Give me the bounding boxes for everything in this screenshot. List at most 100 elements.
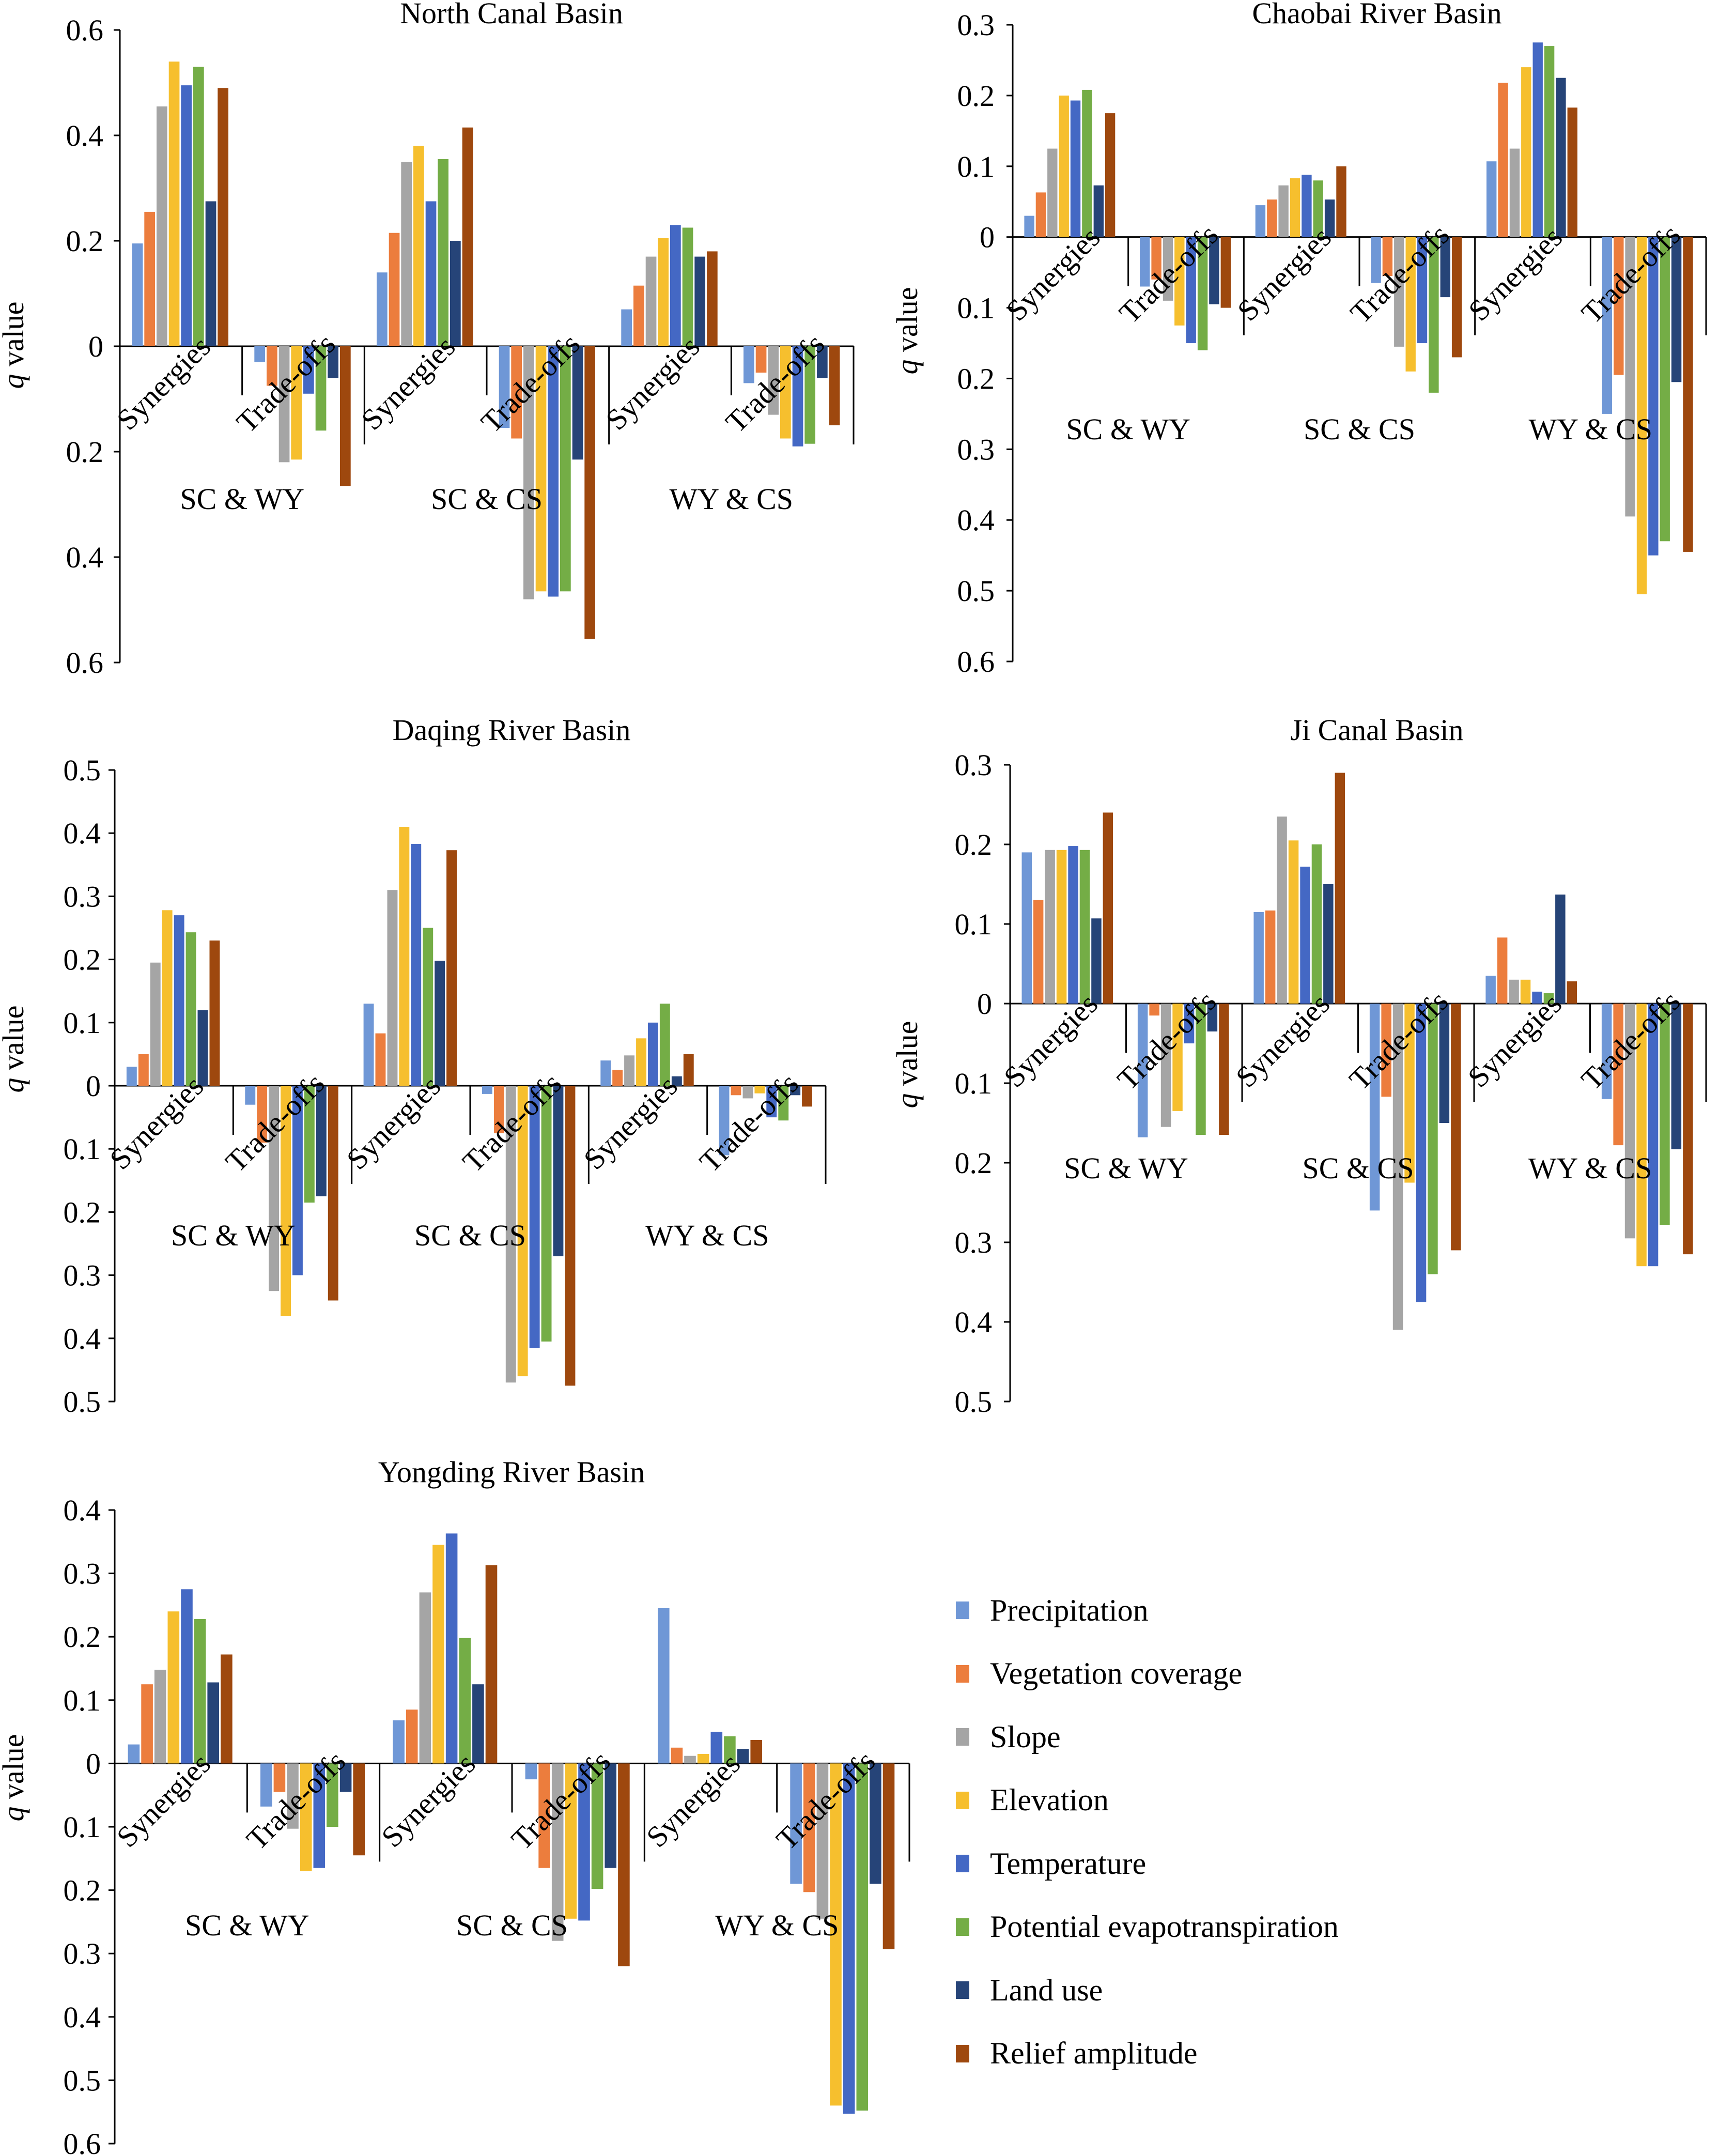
bar <box>565 1763 577 1919</box>
bar <box>1660 1004 1670 1225</box>
group-label: SC & CS <box>431 482 543 516</box>
y-tick-label: 0.4 <box>66 541 104 574</box>
legend: Precipitation Vegetation coverage Slope … <box>956 1579 1628 2085</box>
bar <box>790 1086 801 1096</box>
bar <box>1035 192 1046 237</box>
y-tick-label: 0.6 <box>64 2127 101 2156</box>
bar <box>281 1086 291 1316</box>
bar <box>766 1086 777 1118</box>
bar <box>624 1055 634 1086</box>
y-axis-label-rest: value <box>0 1005 30 1077</box>
bar <box>462 127 473 346</box>
group-label: SC & CS <box>1304 412 1415 446</box>
bar <box>1543 993 1554 1004</box>
bar <box>780 346 791 439</box>
bar <box>682 227 693 346</box>
chart-title: Daqing River Basin <box>393 713 631 747</box>
bar <box>472 1684 484 1764</box>
bar <box>423 928 433 1086</box>
legend-label: Potential evapotranspiration <box>990 1909 1339 1944</box>
bar <box>843 1763 855 2114</box>
bar <box>1082 89 1092 237</box>
bar <box>1636 1004 1647 1267</box>
bar <box>790 1763 802 1884</box>
chart-daqing-river-basin: Daqing River Basin 0.5 0.4 0.3 0.2 0.1 0 0.1 0.2… <box>0 713 827 1419</box>
bar <box>328 1086 338 1301</box>
bar <box>209 940 220 1086</box>
group-label: WY & CS <box>670 482 794 516</box>
legend-label: Land use <box>990 1973 1103 2007</box>
bar <box>792 346 803 446</box>
bar <box>683 1054 694 1086</box>
y-tick-label: 0.5 <box>64 753 101 787</box>
bar <box>126 1067 137 1086</box>
y-tick-label: 0.6 <box>66 13 104 47</box>
legend-label: Elevation <box>990 1783 1109 1818</box>
y-axis-label-rest: value <box>0 1734 30 1806</box>
bar <box>132 243 143 346</box>
bar <box>1404 1004 1415 1183</box>
y-tick-label: 0.2 <box>955 828 993 861</box>
bar <box>413 146 424 346</box>
legend-item: Elevation <box>956 1769 1628 1832</box>
bar <box>273 1763 286 1792</box>
bar <box>1683 1004 1693 1255</box>
bar <box>1056 850 1067 1004</box>
bar <box>517 1086 528 1377</box>
bar <box>1255 205 1266 237</box>
bar <box>1300 867 1310 1004</box>
bar <box>671 1076 682 1086</box>
group-label: WY & CS <box>645 1219 769 1252</box>
bar <box>511 346 522 439</box>
bar <box>1636 237 1647 594</box>
bar <box>707 251 718 346</box>
bar <box>493 1086 504 1133</box>
bar <box>1556 78 1566 237</box>
y-tick-label: 0.1 <box>64 1810 101 1844</box>
bar <box>731 1086 741 1096</box>
legend-swatch <box>956 1791 969 1809</box>
legend-label: Vegetation coverage <box>990 1656 1243 1691</box>
bar <box>1381 1004 1391 1097</box>
legend-swatch <box>956 2044 969 2062</box>
legend-swatch <box>956 1601 969 1620</box>
bar <box>304 1086 315 1203</box>
bar <box>257 1086 268 1143</box>
bar <box>1440 237 1450 298</box>
bar <box>1091 918 1102 1004</box>
bar <box>658 1608 670 1764</box>
bar <box>671 1747 683 1764</box>
bar <box>181 1589 193 1764</box>
bar <box>138 1054 149 1086</box>
bar <box>523 346 534 599</box>
y-axis-label-rest: value <box>890 287 924 359</box>
legend-item: Temperature <box>956 1832 1628 1896</box>
chart-title: Yongding River Basin <box>378 1455 645 1489</box>
bar <box>193 67 204 346</box>
bar <box>600 1060 611 1086</box>
bar <box>450 241 461 346</box>
bar <box>1137 1004 1148 1137</box>
bar <box>870 1763 881 1884</box>
bar <box>778 1086 789 1121</box>
y-tick-label: 0.1 <box>955 907 993 941</box>
bar <box>292 1086 303 1275</box>
bar <box>377 272 388 346</box>
y-tick-label: 0.3 <box>64 1259 101 1292</box>
bar <box>505 1086 516 1383</box>
bar <box>529 1086 540 1348</box>
bar <box>393 1720 405 1764</box>
bar <box>411 844 422 1086</box>
chart-title: Ji Canal Basin <box>1290 713 1463 747</box>
bar <box>804 346 815 444</box>
bar <box>432 1545 444 1764</box>
bar <box>1323 884 1334 1004</box>
bar <box>658 238 669 346</box>
bar <box>154 1670 166 1764</box>
group-label: SC & WY <box>1064 1151 1188 1185</box>
bar <box>1369 1004 1380 1211</box>
chart-chaobai-river-basin: Chaobai River Basin 0.3 0.2 0.1 0 0.1 0.2 0.3 0.… <box>890 0 1707 679</box>
y-tick-label: 0.2 <box>957 79 995 113</box>
bar <box>560 346 571 592</box>
